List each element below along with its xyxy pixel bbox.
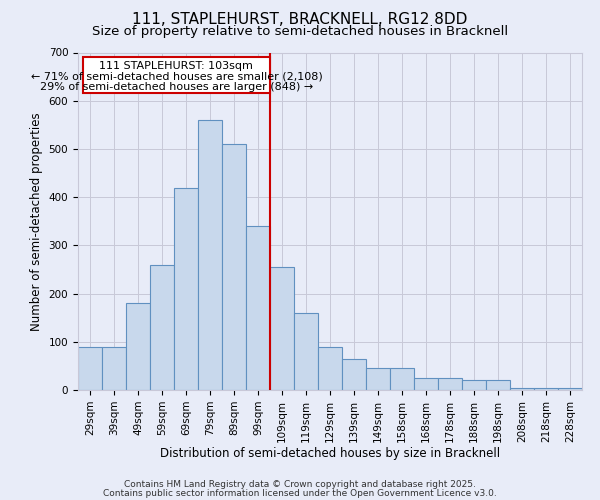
Bar <box>462 380 486 390</box>
Bar <box>534 388 558 390</box>
Bar <box>126 303 150 390</box>
FancyBboxPatch shape <box>83 58 270 94</box>
Text: 29% of semi-detached houses are larger (848) →: 29% of semi-detached houses are larger (… <box>40 82 313 92</box>
Text: Size of property relative to semi-detached houses in Bracknell: Size of property relative to semi-detach… <box>92 25 508 38</box>
Bar <box>558 388 582 390</box>
Text: 111, STAPLEHURST, BRACKNELL, RG12 8DD: 111, STAPLEHURST, BRACKNELL, RG12 8DD <box>133 12 467 28</box>
Bar <box>366 368 390 390</box>
Bar <box>78 346 102 390</box>
Bar <box>222 144 246 390</box>
Bar <box>390 368 414 390</box>
Bar <box>174 188 198 390</box>
Bar <box>102 346 126 390</box>
X-axis label: Distribution of semi-detached houses by size in Bracknell: Distribution of semi-detached houses by … <box>160 448 500 460</box>
Bar <box>150 264 174 390</box>
Bar <box>198 120 222 390</box>
Bar <box>246 226 270 390</box>
Text: Contains public sector information licensed under the Open Government Licence v3: Contains public sector information licen… <box>103 488 497 498</box>
Text: ← 71% of semi-detached houses are smaller (2,108): ← 71% of semi-detached houses are smalle… <box>31 72 322 82</box>
Bar <box>294 313 318 390</box>
Text: 111 STAPLEHURST: 103sqm: 111 STAPLEHURST: 103sqm <box>100 61 253 71</box>
Bar <box>510 388 534 390</box>
Bar <box>270 267 294 390</box>
Text: Contains HM Land Registry data © Crown copyright and database right 2025.: Contains HM Land Registry data © Crown c… <box>124 480 476 489</box>
Bar <box>414 378 438 390</box>
Bar <box>438 378 462 390</box>
Bar <box>342 358 366 390</box>
Y-axis label: Number of semi-detached properties: Number of semi-detached properties <box>30 112 43 330</box>
Bar <box>318 346 342 390</box>
Bar <box>486 380 510 390</box>
